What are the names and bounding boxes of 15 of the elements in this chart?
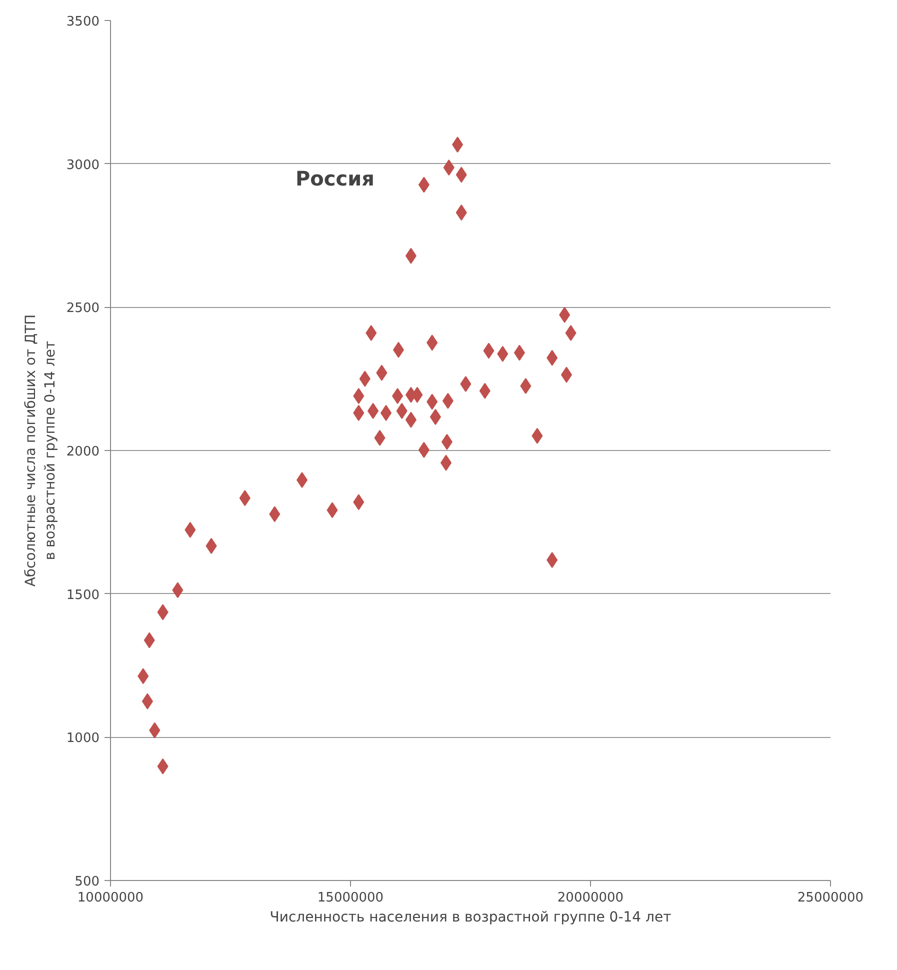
y-tick-label: 2500	[66, 301, 100, 316]
y-tick-label: 3000	[66, 158, 100, 173]
annotation: Россия	[296, 166, 374, 190]
y-axis-title: Абсолютные числа погибших от ДТП в возрастной группе 0-14 лет	[23, 314, 58, 587]
x-axis-title: Численность населения в возрастной группе 0-14 лет	[270, 910, 672, 926]
x-tick-label: 15000000	[317, 890, 384, 906]
y-tick-label: 2000	[66, 444, 100, 460]
y-tick-label: 3500	[66, 14, 100, 30]
y-tick-label: 1000	[66, 731, 100, 746]
y-tick-label: 500	[74, 874, 100, 890]
x-tick-label: 10000000	[77, 890, 144, 906]
point	[520, 378, 532, 394]
x-tick-label: 25000000	[797, 890, 864, 906]
x-tick-label: 20000000	[557, 890, 624, 906]
y-tick-label: 1500	[66, 588, 100, 603]
